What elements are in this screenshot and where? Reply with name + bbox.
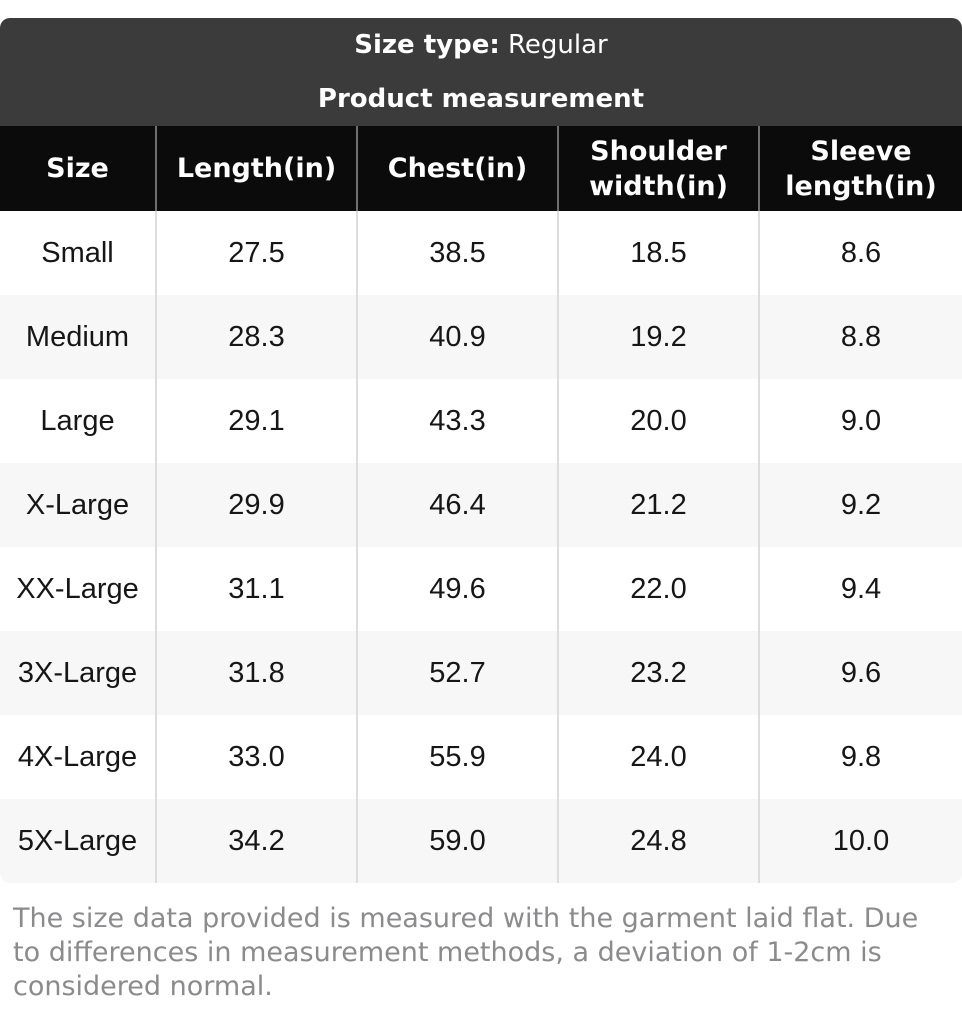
cell-size: Large <box>40 404 115 437</box>
table-row-large: Large 29.1 43.3 20.0 9.0 <box>0 379 962 463</box>
cell-sleeve-length: 9.4 <box>758 547 962 631</box>
cell-sleeve-length: 8.6 <box>758 211 962 295</box>
cell-shoulder-width: 19.2 <box>557 295 758 379</box>
measurement-disclaimer: The size data provided is measured with … <box>13 903 919 1002</box>
size-type-label: Size type: <box>354 30 500 60</box>
cell-length: 31.8 <box>155 631 356 715</box>
cell-length: 31.1 <box>155 547 356 631</box>
size-type-line: Size type: Regular <box>0 28 962 62</box>
cell-sleeve-length: 8.8 <box>758 295 962 379</box>
cell-sleeve-length: 9.2 <box>758 463 962 547</box>
product-measurement-title: Product measurement <box>317 84 645 114</box>
header-cell-length: Length(in) <box>155 126 356 211</box>
size-table: Size Length(in) Chest(in) Shoulder width… <box>0 126 962 883</box>
cell-chest: 49.6 <box>356 547 557 631</box>
cell-chest: 59.0 <box>356 799 557 883</box>
header-cell-sleeve-length: Sleeve length(in) <box>758 126 962 211</box>
header-cell-shoulder-width: Shoulder width(in) <box>557 126 758 211</box>
table-row-4x-large: 4X-Large 33.0 55.9 24.0 9.8 <box>0 715 962 799</box>
cell-shoulder-width: 23.2 <box>557 631 758 715</box>
cell-size: 3X-Large <box>17 656 138 689</box>
cell-length: 29.9 <box>155 463 356 547</box>
table-row-3x-large: 3X-Large 31.8 52.7 23.2 9.6 <box>0 631 962 715</box>
cell-shoulder-width: 20.0 <box>557 379 758 463</box>
header-cell-size: Size <box>46 153 109 184</box>
size-chart-card: Size type: Regular Product measurement S… <box>0 18 962 883</box>
cell-length: 29.1 <box>155 379 356 463</box>
cell-size: Medium <box>25 320 130 353</box>
cell-chest: 43.3 <box>356 379 557 463</box>
cell-sleeve-length: 9.0 <box>758 379 962 463</box>
cell-sleeve-length: 9.6 <box>758 631 962 715</box>
cell-shoulder-width: 22.0 <box>557 547 758 631</box>
table-row-xx-large: XX-Large 31.1 49.6 22.0 9.4 <box>0 547 962 631</box>
cell-chest: 52.7 <box>356 631 557 715</box>
cell-sleeve-length: 9.8 <box>758 715 962 799</box>
cell-size: Small <box>41 236 114 269</box>
cell-size: XX-Large <box>16 572 139 605</box>
cell-length: 33.0 <box>155 715 356 799</box>
cell-chest: 40.9 <box>356 295 557 379</box>
cell-length: 34.2 <box>155 799 356 883</box>
cell-chest: 38.5 <box>356 211 557 295</box>
cell-shoulder-width: 21.2 <box>557 463 758 547</box>
cell-size: 4X-Large <box>17 740 138 773</box>
table-row-small: Small 27.5 38.5 18.5 8.6 <box>0 211 962 295</box>
size-type-value: Regular <box>508 30 608 60</box>
table-row-medium: Medium 28.3 40.9 19.2 8.8 <box>0 295 962 379</box>
cell-sleeve-length: 10.0 <box>758 799 962 883</box>
cell-length: 28.3 <box>155 295 356 379</box>
table-header-row: Size Length(in) Chest(in) Shoulder width… <box>0 126 962 211</box>
size-type-bar: Size type: Regular Product measurement <box>0 18 962 126</box>
cell-shoulder-width: 24.8 <box>557 799 758 883</box>
header-cell-chest: Chest(in) <box>356 126 557 211</box>
cell-size: 5X-Large <box>17 824 138 857</box>
cell-chest: 55.9 <box>356 715 557 799</box>
cell-shoulder-width: 18.5 <box>557 211 758 295</box>
table-row-5x-large: 5X-Large 34.2 59.0 24.8 10.0 <box>0 799 962 883</box>
cell-chest: 46.4 <box>356 463 557 547</box>
cell-length: 27.5 <box>155 211 356 295</box>
cell-shoulder-width: 24.0 <box>557 715 758 799</box>
table-row-x-large: X-Large 29.9 46.4 21.2 9.2 <box>0 463 962 547</box>
cell-size: X-Large <box>25 488 130 521</box>
